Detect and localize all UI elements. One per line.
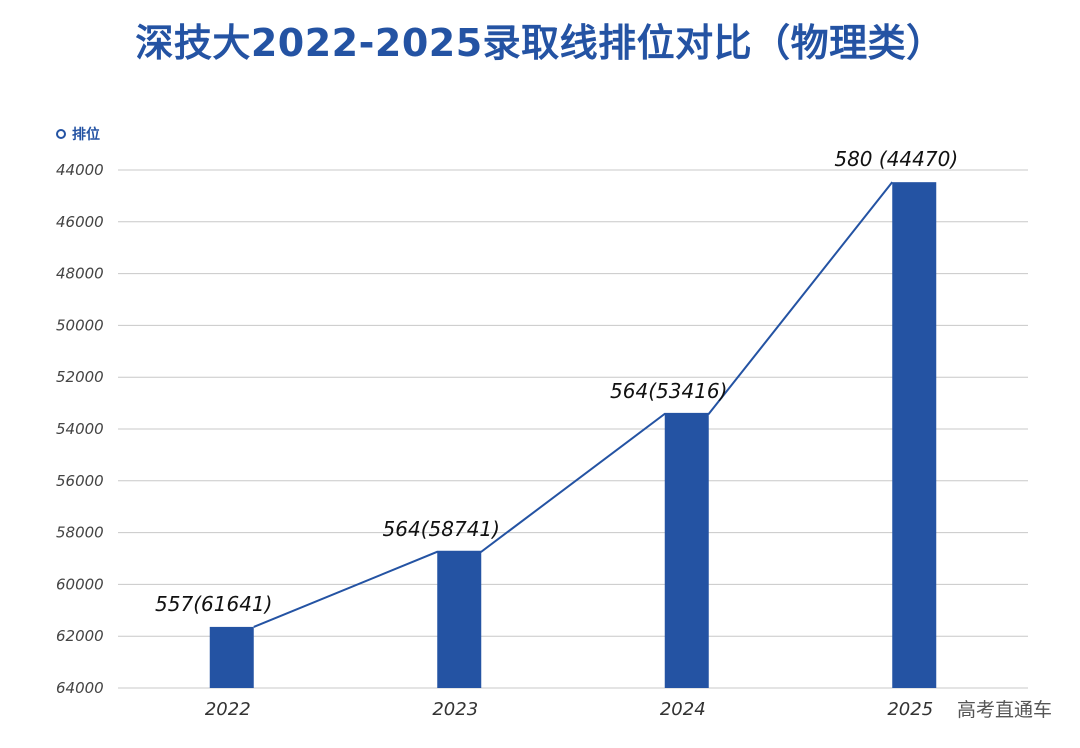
x-tick-label: 2024	[660, 699, 706, 720]
x-tick-label: 2023	[432, 699, 478, 720]
x-tick-label: 2025	[887, 699, 933, 720]
y-axis-ticks: 44000 46000 48000 50000 52000 54000 56000 58000…	[56, 161, 104, 697]
y-tick-label: 54000	[56, 420, 104, 438]
data-label: 557(61641)	[155, 592, 272, 616]
series-line-path	[253, 181, 894, 628]
chart-title: 深技大2022-2025录取线排位对比（物理类）	[135, 21, 945, 65]
y-tick-label: 52000	[56, 368, 104, 386]
y-tick-label: 62000	[56, 627, 104, 645]
y-tick-label: 46000	[56, 213, 104, 231]
series-line	[253, 181, 894, 628]
y-tick-label: 50000	[56, 316, 104, 334]
y-tick-label: 56000	[56, 472, 104, 490]
legend-label: 排位	[72, 127, 100, 143]
bar-2022	[209, 626, 254, 688]
watermark-text: 高考直通车	[956, 699, 1052, 721]
legend-circle-icon	[56, 129, 66, 139]
y-tick-label: 58000	[56, 524, 104, 542]
bars	[209, 182, 937, 688]
data-label: 564(58741)	[383, 517, 500, 541]
bar-2024	[664, 413, 709, 688]
grid-lines	[118, 169, 1028, 689]
data-labels: 557(61641) 564(58741) 564(53416) 580 (44470…	[155, 147, 958, 616]
x-tick-label: 2022	[205, 699, 251, 720]
data-label: 564(53416)	[610, 379, 727, 403]
y-tick-label: 44000	[56, 161, 104, 179]
bar-2023	[437, 551, 482, 688]
y-tick-label: 64000	[56, 679, 104, 697]
y-tick-label: 48000	[56, 265, 104, 283]
x-axis-ticks: 2022 2023 2024 2025	[205, 699, 933, 720]
y-tick-label: 60000	[56, 575, 104, 593]
legend: 排位	[56, 124, 100, 144]
data-label: 580 (44470)	[834, 147, 958, 171]
bar-2025	[892, 182, 937, 688]
